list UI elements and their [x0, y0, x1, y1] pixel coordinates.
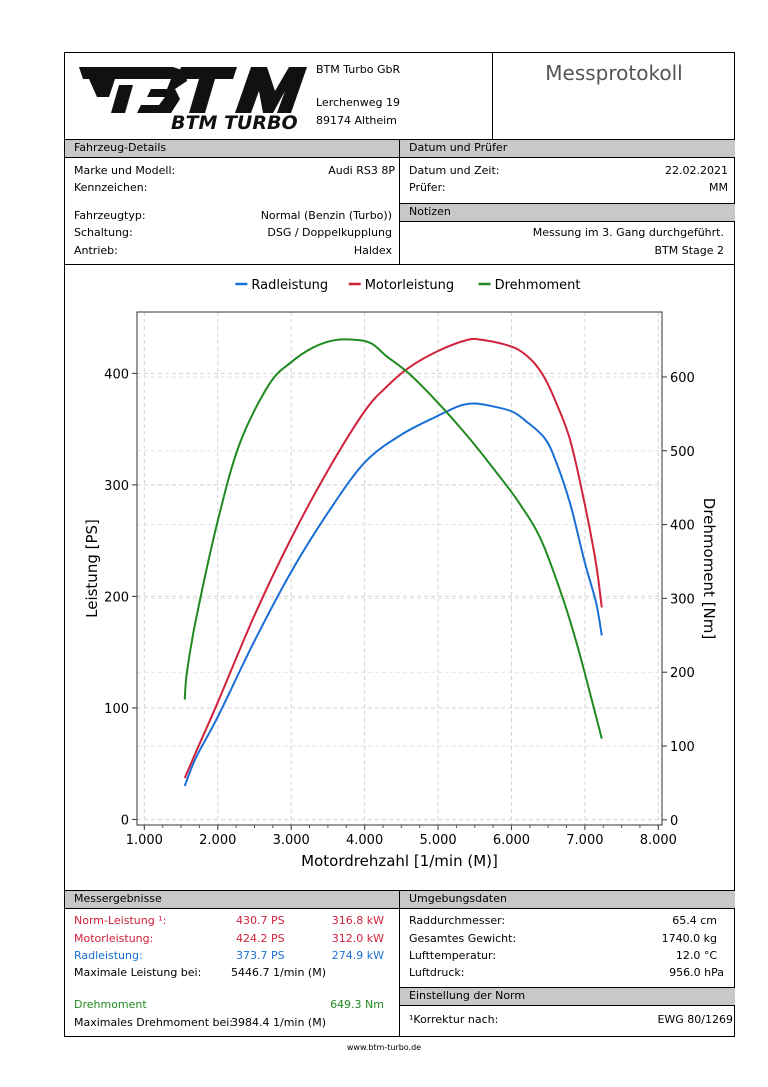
notes-line-1: Messung im 3. Gang durchgeführt.: [532, 226, 724, 239]
tester-label: Prüfer:: [409, 181, 446, 194]
y2-tick-label: 300: [670, 592, 695, 607]
drive-value: Haldex: [353, 244, 392, 257]
y-tick-label: 200: [104, 590, 129, 605]
chart-series: [183, 337, 603, 787]
norm-power-ps: 430.7 PS: [236, 914, 285, 927]
air-pressure-value: 956.0 hPa: [669, 966, 724, 979]
weight-label: Gesamtes Gewicht:: [409, 932, 517, 945]
type-label: Fahrzeugtyp:: [74, 209, 146, 222]
weight-value: 1740.0 kg: [661, 932, 717, 945]
y2-tick-label: 100: [670, 740, 695, 755]
y2-tick-label: 0: [670, 814, 678, 829]
series-line-motorleistung: [183, 337, 603, 779]
logo-text: BTM TURBO: [171, 112, 298, 134]
footer-url[interactable]: www.btm-turbo.de: [346, 1043, 422, 1052]
gearbox-value: DSG / Doppelkupplung: [267, 226, 392, 239]
torque-label: Drehmoment: [74, 998, 147, 1011]
correction-label: ¹Korrektur nach:: [409, 1013, 499, 1026]
x-tick-label: 6.000: [493, 833, 530, 848]
x-tick-label: 7.000: [566, 833, 603, 848]
x-tick-label: 4.000: [346, 833, 383, 848]
company-city: 89174 Altheim: [316, 114, 397, 127]
chart-grid: [137, 312, 662, 825]
y2-tick-label: 500: [670, 445, 695, 460]
make-value: Audi RS3 8P: [328, 164, 395, 177]
y2-tick-label: 600: [670, 371, 695, 386]
type-value: Normal (Benzin (Turbo)): [260, 209, 392, 222]
legend-label: Drehmoment: [495, 278, 581, 293]
y-tick-label: 100: [104, 702, 129, 717]
legend-label: Radleistung: [251, 278, 328, 293]
date-label: Datum und Zeit:: [409, 164, 500, 177]
chart-top-divider: [65, 264, 735, 265]
x-tick-label: 1.000: [126, 833, 163, 848]
dyno-chart: Radleistung Motorleistung Drehmoment 1.000…: [83, 278, 718, 870]
y2-tick-label: 400: [670, 519, 695, 534]
drive-label: Antrieb:: [74, 244, 118, 257]
date-section-header: Datum und Prüfer: [400, 139, 735, 158]
wheel-diameter-value: 65.4 cm: [672, 914, 717, 927]
make-label: Marke und Modell:: [74, 164, 176, 177]
tester-value: MM: [709, 181, 728, 194]
ambient-section-header: Umgebungsdaten: [400, 890, 735, 909]
torque-value: 649.3 Nm: [330, 998, 384, 1011]
norm-power-kw: 316.8 kW: [331, 914, 384, 927]
motor-power-kw: 312.0 kW: [331, 932, 384, 945]
motor-power-label: Motorleistung:: [74, 932, 154, 945]
y-tick-label: 300: [104, 479, 129, 494]
details-divider: [399, 139, 400, 265]
legend-label: Motorleistung: [365, 278, 454, 293]
results-section-header: Messergebnisse: [65, 890, 400, 909]
date-value: 22.02.2021: [665, 164, 728, 177]
plot-frame: [136, 311, 663, 826]
max-power-value: 5446.7 1/min (M): [231, 966, 327, 979]
wheel-power-kw: 274.9 kW: [331, 949, 384, 962]
results-divider: [399, 890, 400, 1037]
chart-axes: 1.000 2.000 3.000 4.000 5.000 6.000 7.000 8.000…: [104, 311, 695, 848]
correction-value: EWG 80/1269: [657, 1013, 733, 1026]
protocol-frame: BTM TURBO BTM Turbo GbR Lerchenweg 19 89…: [64, 52, 735, 1037]
norm-power-label: Norm-Leistung ¹:: [74, 914, 167, 927]
y-tick-label: 0: [121, 813, 129, 828]
gearbox-label: Schaltung:: [74, 226, 133, 239]
wheel-power-label: Radleistung:: [74, 949, 143, 962]
x-tick-label: 5.000: [419, 833, 456, 848]
company-name: BTM Turbo GbR: [316, 63, 401, 76]
y-axis-label: Leistung [PS]: [83, 519, 101, 618]
max-power-label: Maximale Leistung bei:: [74, 966, 202, 979]
vehicle-section-header: Fahrzeug-Details: [65, 139, 400, 158]
x-axis-label: Motordrehzahl [1/min (M)]: [301, 852, 498, 870]
plate-label: Kennzeichen:: [74, 181, 148, 194]
air-temp-label: Lufttemperatur:: [409, 949, 497, 962]
motor-power-ps: 424.2 PS: [236, 932, 285, 945]
max-torque-value: 3984.4 1/min (M): [231, 1016, 327, 1029]
x-tick-label: 2.000: [199, 833, 236, 848]
chart-legend: Radleistung Motorleistung Drehmoment: [235, 278, 581, 293]
series-line-radleistung: [183, 402, 603, 787]
x-tick-label: 8.000: [640, 833, 677, 848]
air-pressure-label: Luftdruck:: [409, 966, 465, 979]
y2-axis-label: Drehmoment [Nm]: [700, 498, 718, 639]
notes-line-2: BTM Stage 2: [654, 244, 724, 257]
x-tick-label: 3.000: [273, 833, 310, 848]
wheel-power-ps: 373.7 PS: [236, 949, 285, 962]
air-temp-value: 12.0 °C: [675, 949, 717, 962]
btm-turbo-logo: BTM TURBO: [75, 61, 311, 135]
max-torque-label: Maximales Drehmoment bei:: [74, 1016, 234, 1029]
series-line-drehmoment: [183, 338, 603, 739]
y2-tick-label: 200: [670, 666, 695, 681]
document-title: Messprotokoll: [545, 61, 683, 85]
header-divider: [492, 53, 493, 139]
notes-section-header: Notizen: [400, 203, 735, 222]
company-street: Lerchenweg 19: [316, 96, 400, 109]
norm-section-header: Einstellung der Norm: [400, 987, 735, 1006]
y-tick-label: 400: [104, 367, 129, 382]
wheel-diameter-label: Raddurchmesser:: [409, 914, 506, 927]
